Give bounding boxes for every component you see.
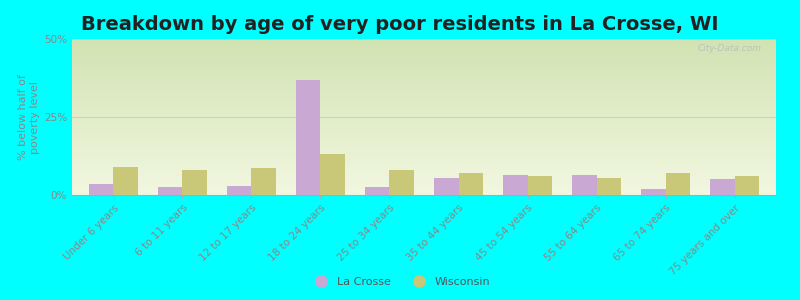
Text: City-Data.com: City-Data.com (698, 44, 762, 53)
Bar (458, 173, 482, 195)
Bar (734, 176, 758, 195)
Bar (527, 176, 552, 195)
Bar (666, 173, 690, 195)
Bar (227, 186, 251, 195)
Bar (182, 170, 206, 195)
Bar (90, 184, 114, 195)
Bar (572, 175, 597, 195)
Bar (158, 187, 182, 195)
Bar (251, 169, 276, 195)
Bar (390, 170, 414, 195)
Bar (366, 187, 390, 195)
Bar (642, 189, 666, 195)
Bar (710, 179, 734, 195)
Bar (597, 178, 621, 195)
Bar (503, 175, 527, 195)
Bar (321, 154, 345, 195)
Y-axis label: % below half of
poverty level: % below half of poverty level (18, 74, 40, 160)
Text: Breakdown by age of very poor residents in La Crosse, WI: Breakdown by age of very poor residents … (82, 15, 718, 34)
Legend: La Crosse, Wisconsin: La Crosse, Wisconsin (306, 273, 494, 291)
Bar (296, 80, 321, 195)
Bar (434, 178, 458, 195)
Bar (114, 167, 138, 195)
